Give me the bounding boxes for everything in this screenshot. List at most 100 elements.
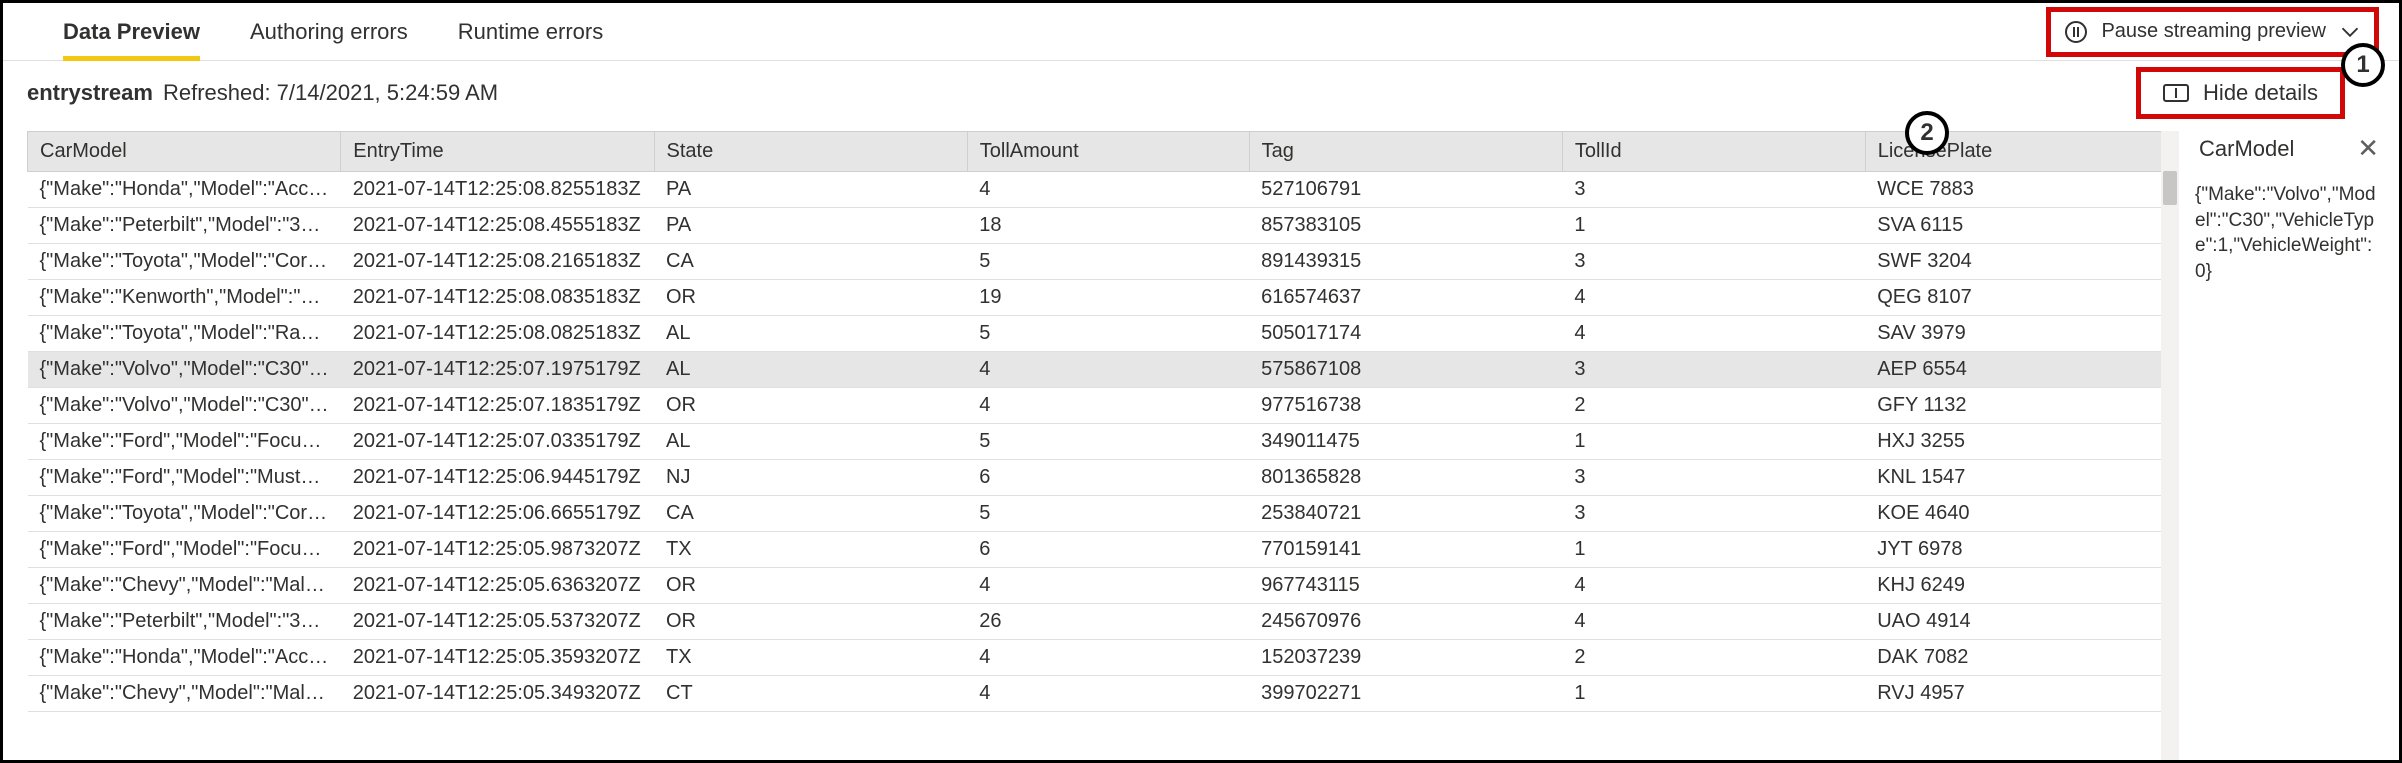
table-cell: {"Make":"Kenworth","Model":"T680"	[28, 280, 341, 316]
table-row[interactable]: {"Make":"Peterbilt","Model":"389","V2021…	[28, 208, 2179, 244]
table-cell: DAK 7082	[1865, 640, 2178, 676]
table-cell: 2021-07-14T12:25:05.3493207Z	[341, 676, 654, 712]
table-cell: OR	[654, 568, 967, 604]
table-cell: 3	[1562, 496, 1865, 532]
table-cell: AEP 6554	[1865, 352, 2178, 388]
table-cell: SVA 6115	[1865, 208, 2178, 244]
scrollbar-thumb[interactable]	[2163, 171, 2177, 205]
table-cell: 5	[967, 244, 1249, 280]
table-cell: 505017174	[1249, 316, 1562, 352]
table-row[interactable]: {"Make":"Toyota","Model":"Corolla",2021-…	[28, 244, 2179, 280]
table-cell: 4	[967, 352, 1249, 388]
details-panel: CarModel ✕ {"Make":"Volvo","Model":"C30"…	[2179, 125, 2399, 760]
table-cell: 4	[1562, 280, 1865, 316]
table-cell: NJ	[654, 460, 967, 496]
table-cell: 2021-07-14T12:25:08.2165183Z	[341, 244, 654, 280]
table-cell: 5	[967, 316, 1249, 352]
table-cell: {"Make":"Peterbilt","Model":"389","V	[28, 208, 341, 244]
table-header-row: CarModelEntryTimeStateTollAmountTagTollI…	[28, 132, 2179, 172]
tab-runtime-errors[interactable]: Runtime errors	[458, 3, 603, 60]
table-cell: 2021-07-14T12:25:05.5373207Z	[341, 604, 654, 640]
hide-details-button[interactable]: Hide details	[2136, 67, 2345, 119]
column-header-tollid[interactable]: TollId	[1562, 132, 1865, 172]
table-cell: 2021-07-14T12:25:08.0825183Z	[341, 316, 654, 352]
annotation-badge-2: 2	[1905, 111, 1949, 155]
table-row[interactable]: {"Make":"Ford","Model":"Mustang",2021-07…	[28, 460, 2179, 496]
column-header-state[interactable]: State	[654, 132, 967, 172]
table-row[interactable]: {"Make":"Peterbilt","Model":"389","V2021…	[28, 604, 2179, 640]
table-cell: HXJ 3255	[1865, 424, 2178, 460]
table-cell: 801365828	[1249, 460, 1562, 496]
preview-pane: 1 2 Data Preview Authoring errors Runtime …	[0, 0, 2402, 763]
table-row[interactable]: {"Make":"Chevy","Model":"Malibu",2021-07…	[28, 676, 2179, 712]
table-cell: 2021-07-14T12:25:05.6363207Z	[341, 568, 654, 604]
table-cell: KHJ 6249	[1865, 568, 2178, 604]
table-cell: {"Make":"Chevy","Model":"Malibu",	[28, 568, 341, 604]
table-cell: 349011475	[1249, 424, 1562, 460]
table-cell: SWF 3204	[1865, 244, 2178, 280]
table-row[interactable]: {"Make":"Ford","Model":"Focus","Vel2021-…	[28, 532, 2179, 568]
table-cell: {"Make":"Honda","Model":"Accord",	[28, 640, 341, 676]
table-cell: AL	[654, 352, 967, 388]
column-header-tag[interactable]: Tag	[1249, 132, 1562, 172]
table-cell: 4	[967, 640, 1249, 676]
refreshed-timestamp: Refreshed: 7/14/2021, 5:24:59 AM	[163, 80, 498, 106]
tab-authoring-errors[interactable]: Authoring errors	[250, 3, 408, 60]
table-cell: 3	[1562, 244, 1865, 280]
column-header-carmodel[interactable]: CarModel	[28, 132, 341, 172]
table-row[interactable]: {"Make":"Kenworth","Model":"T680"2021-07…	[28, 280, 2179, 316]
table-cell: 5	[967, 496, 1249, 532]
table-cell: 2021-07-14T12:25:06.9445179Z	[341, 460, 654, 496]
table-cell: CA	[654, 244, 967, 280]
table-cell: OR	[654, 388, 967, 424]
table-cell: 2021-07-14T12:25:08.0835183Z	[341, 280, 654, 316]
table-row[interactable]: {"Make":"Volvo","Model":"C30","Veh2021-0…	[28, 388, 2179, 424]
hide-details-label: Hide details	[2203, 80, 2318, 106]
tab-data-preview[interactable]: Data Preview	[63, 3, 200, 60]
table-cell: PA	[654, 172, 967, 208]
table-row[interactable]: {"Make":"Ford","Model":"Focus","Vel2021-…	[28, 424, 2179, 460]
table-row[interactable]: {"Make":"Volvo","Model":"C30","Veh2021-0…	[28, 352, 2179, 388]
table-row[interactable]: {"Make":"Chevy","Model":"Malibu",2021-07…	[28, 568, 2179, 604]
table-cell: 4	[967, 568, 1249, 604]
table-cell: 26	[967, 604, 1249, 640]
column-header-tollamount[interactable]: TollAmount	[967, 132, 1249, 172]
pause-icon	[2065, 21, 2087, 43]
data-table-area: CarModelEntryTimeStateTollAmountTagTollI…	[3, 125, 2179, 760]
table-cell: GFY 1132	[1865, 388, 2178, 424]
stream-name: entrystream	[27, 80, 153, 106]
table-row[interactable]: {"Make":"Honda","Model":"Accord",2021-07…	[28, 640, 2179, 676]
table-row[interactable]: {"Make":"Toyota","Model":"Rav4","Ve2021-…	[28, 316, 2179, 352]
table-cell: OR	[654, 280, 967, 316]
table-cell: {"Make":"Volvo","Model":"C30","Veh	[28, 352, 341, 388]
table-cell: 616574637	[1249, 280, 1562, 316]
table-cell: 3	[1562, 172, 1865, 208]
table-cell: 575867108	[1249, 352, 1562, 388]
tabs-bar: Data Preview Authoring errors Runtime erro…	[3, 3, 2399, 61]
table-cell: 19	[967, 280, 1249, 316]
data-table: CarModelEntryTimeStateTollAmountTagTollI…	[27, 131, 2179, 712]
table-cell: 2021-07-14T12:25:07.0335179Z	[341, 424, 654, 460]
table-cell: SAV 3979	[1865, 316, 2178, 352]
column-header-entrytime[interactable]: EntryTime	[341, 132, 654, 172]
table-cell: 4	[1562, 316, 1865, 352]
table-cell: AL	[654, 424, 967, 460]
details-body: {"Make":"Volvo","Model":"C30","VehicleTy…	[2195, 182, 2383, 285]
table-cell: {"Make":"Volvo","Model":"C30","Veh	[28, 388, 341, 424]
table-cell: 5	[967, 424, 1249, 460]
pause-streaming-button[interactable]: Pause streaming preview	[2046, 7, 2379, 57]
table-row[interactable]: {"Make":"Toyota","Model":"Corolla",2021-…	[28, 496, 2179, 532]
table-cell: 399702271	[1249, 676, 1562, 712]
table-cell: 4	[967, 676, 1249, 712]
table-cell: 152037239	[1249, 640, 1562, 676]
table-cell: 2021-07-14T12:25:06.6655179Z	[341, 496, 654, 532]
table-row[interactable]: {"Make":"Honda","Model":"Accord",2021-07…	[28, 172, 2179, 208]
scrollbar-track[interactable]	[2161, 131, 2179, 760]
panel-icon	[2163, 84, 2189, 102]
table-cell: 253840721	[1249, 496, 1562, 532]
close-icon[interactable]: ✕	[2357, 133, 2379, 164]
table-cell: TX	[654, 640, 967, 676]
table-cell: 2021-07-14T12:25:07.1835179Z	[341, 388, 654, 424]
table-cell: 1	[1562, 208, 1865, 244]
table-cell: {"Make":"Honda","Model":"Accord",	[28, 172, 341, 208]
